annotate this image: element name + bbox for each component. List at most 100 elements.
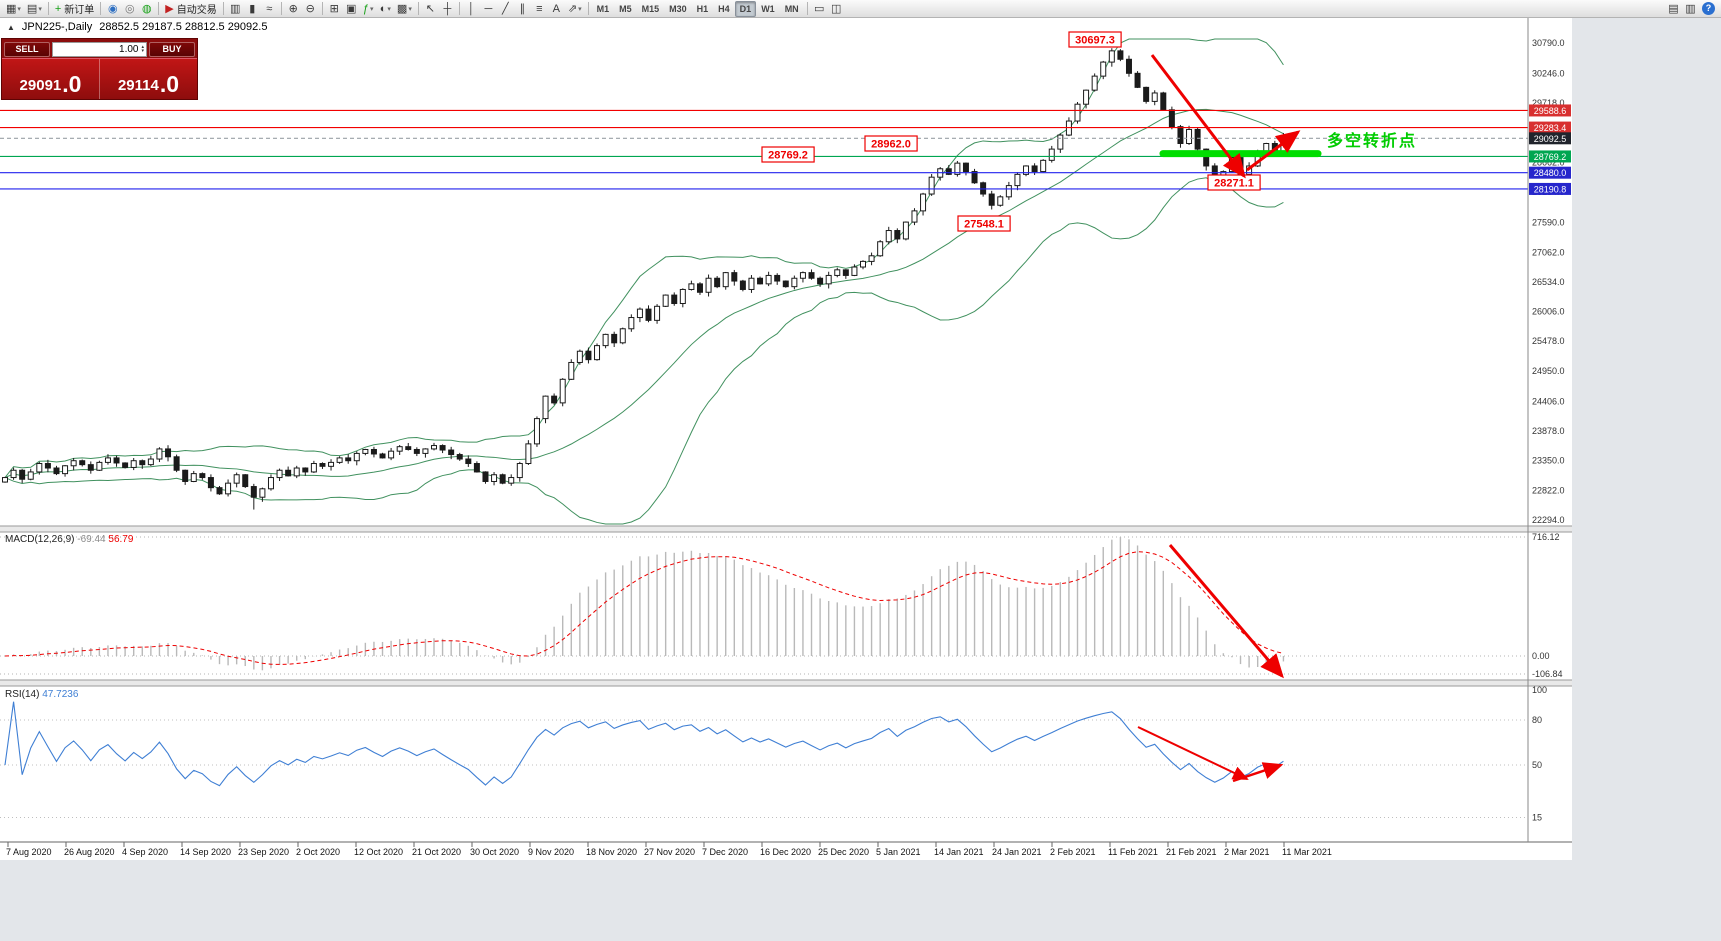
toolbar-separator — [280, 2, 282, 15]
templates-button[interactable]: ▩ ▾ — [394, 1, 415, 17]
lot-spinner[interactable]: ▴ ▾ — [141, 44, 144, 54]
price-axis-tick: 23878.0 — [1532, 426, 1565, 436]
timeframe-w1-button[interactable]: W1 — [761, 3, 775, 14]
price-badge-label: 29283.4 — [1534, 123, 1567, 133]
sell-button[interactable]: SELL — [4, 41, 50, 57]
macd-axis-tick: 0.00 — [1532, 651, 1550, 661]
price-callout[interactable]: 30697.3 — [1068, 31, 1122, 48]
arrows-button[interactable]: ⇗ ▾ — [565, 1, 585, 17]
autotrading-button[interactable]: ▶ 自动交易 — [162, 1, 219, 17]
crosshair-button[interactable]: ┼ — [439, 1, 456, 17]
fibonacci-button[interactable]: ≡ — [531, 1, 548, 17]
timeframe-m1-button[interactable]: M1 — [596, 3, 610, 14]
text-button[interactable]: A — [548, 1, 565, 17]
layout-button[interactable]: ▤ — [1665, 1, 1682, 17]
collapse-arrow-icon[interactable]: ▲ — [7, 22, 15, 32]
lot-size-input[interactable]: 1.00 ▴ ▾ — [52, 41, 147, 57]
price-badge-label: 28190.8 — [1534, 184, 1567, 194]
rsi-axis-tick: 15 — [1532, 813, 1542, 823]
indicators-icon: ƒ — [362, 2, 370, 15]
buy-price[interactable]: 29114.0 — [117, 71, 180, 97]
chart-window-button[interactable]: ▭ — [811, 1, 828, 17]
timeframe-h1-button[interactable]: H1 — [696, 3, 709, 14]
chart-canvas[interactable]: 30790.030246.029718.029190.028662.028134… — [0, 18, 1572, 860]
dropdown-arrow-icon: ▾ — [387, 5, 391, 13]
price-axis-tick: 27062.0 — [1532, 247, 1565, 257]
line-chart-icon: ≈ — [266, 2, 273, 15]
price-callout[interactable]: 28769.2 — [761, 146, 815, 163]
price-badge — [1529, 104, 1571, 117]
dropdown-arrow-icon: ▾ — [370, 5, 374, 13]
time-axis-label: 18 Nov 2020 — [586, 847, 637, 857]
periods-button[interactable]: ◐ ▾ — [377, 1, 394, 17]
price-axis-tick: 23350.0 — [1532, 456, 1565, 466]
candlestick-layer — [2, 48, 1287, 510]
tile-windows-button[interactable]: ⊞ — [326, 1, 343, 17]
time-axis-label: 26 Aug 2020 — [64, 847, 115, 857]
data-window-button[interactable]: ◎ — [121, 1, 138, 17]
macd-axis-tick: -106.84 — [1532, 669, 1563, 679]
toolbar-separator — [458, 2, 460, 15]
panel-splitter[interactable] — [0, 680, 1572, 686]
price-callout[interactable]: 27548.1 — [957, 215, 1011, 232]
buy-button[interactable]: BUY — [149, 41, 195, 57]
line-chart-button[interactable]: ≈ — [261, 1, 278, 17]
rsi-axis-tick: 100 — [1532, 685, 1547, 695]
trend-arrow[interactable] — [1150, 54, 1246, 179]
panel-splitter[interactable] — [0, 526, 1572, 532]
autotrading-label: 自动交易 — [176, 5, 217, 16]
trend-arrow[interactable] — [1232, 762, 1284, 783]
chart-symbol-title: ▲ JPN225-,Daily 28852.5 29187.5 28812.5 … — [7, 21, 267, 33]
help-button[interactable]: ? — [1699, 1, 1718, 17]
profiles-button[interactable]: ▤ ▾ — [24, 1, 45, 17]
timeframe-m30-button[interactable]: M30 — [669, 3, 687, 14]
sell-price[interactable]: 29091.0 — [19, 71, 82, 97]
price-callout[interactable]: 28271.1 — [1207, 174, 1261, 191]
market-watch-button[interactable]: ◉ — [104, 1, 121, 17]
timeframe-h4-button[interactable]: H4 — [718, 3, 730, 14]
candlestick-chart-button[interactable]: ▮ — [244, 1, 261, 17]
timeframe-m15-button[interactable]: M15 — [641, 3, 660, 14]
chart-window[interactable]: 30790.030246.029718.029190.028662.028134… — [0, 18, 1572, 860]
vertical-line-button[interactable]: │ — [463, 1, 480, 17]
docking-button[interactable]: ◫ — [828, 1, 845, 17]
trend-arrow[interactable] — [1168, 544, 1284, 679]
navigator-button[interactable]: ◍ — [138, 1, 155, 17]
equidistant-channel-button[interactable]: ∥ — [514, 1, 531, 17]
price-axis-tick: 30246.0 — [1532, 69, 1565, 79]
templates-icon: ▩ — [396, 2, 408, 15]
new-order-button[interactable]: + 新订单 — [52, 1, 97, 17]
timeframe-m5-button[interactable]: M5 — [619, 3, 632, 14]
price-callout[interactable]: 28962.0 — [864, 135, 918, 152]
zoom-out-icon: ⊖ — [305, 2, 315, 15]
trend-arrow[interactable] — [1137, 726, 1249, 780]
auto-arrange-button[interactable]: ▣ — [343, 1, 360, 17]
bar-chart-button[interactable]: ▥ — [227, 1, 244, 17]
time-axis-label: 12 Oct 2020 — [354, 847, 403, 857]
lot-down-icon[interactable]: ▾ — [141, 48, 144, 54]
svg-text:30697.3: 30697.3 — [1075, 35, 1115, 47]
new-chart-button[interactable]: ▦ ▾ — [3, 1, 24, 17]
macd-histogram — [12, 537, 1285, 671]
dropdown-arrow-icon: ▾ — [408, 5, 412, 13]
panels-button[interactable]: ▥ — [1682, 1, 1699, 17]
trade-controls-row: SELL 1.00 ▴ ▾ BUY — [2, 39, 197, 58]
price-axis-tick: 25478.0 — [1532, 336, 1565, 346]
zoom-in-button[interactable]: ⊕ — [285, 1, 302, 17]
trendline-button[interactable]: ╱ — [497, 1, 514, 17]
trend-arrow[interactable] — [1246, 130, 1301, 172]
zoom-out-button[interactable]: ⊖ — [302, 1, 319, 17]
annotation-text[interactable]: 多空转折点 — [1327, 131, 1417, 150]
time-axis-label: 30 Oct 2020 — [470, 847, 519, 857]
cursor-button[interactable]: ↖ — [422, 1, 439, 17]
zoom-in-icon: ⊕ — [288, 2, 298, 15]
lot-up-icon[interactable]: ▴ — [141, 44, 144, 50]
auto-arrange-icon: ▣ — [346, 2, 357, 15]
fibonacci-icon: ≡ — [536, 2, 543, 15]
price-axis-tick: 30790.0 — [1532, 38, 1565, 48]
main-toolbar: ▦ ▾ ▤ ▾ + 新订单 ◉ ◎ ◍ ▶ 自动交易 ▥ ▮ ≈ ⊕ ⊖ ⊞ ▣ ƒ ▾ ◐ ▾ ▩ ▾ ↖ ┼ │ ─ ╱ ∥ ≡ A ⇗ ▾ M… — [0, 0, 1721, 18]
timeframe-d1-button[interactable]: D1 — [734, 0, 757, 17]
horizontal-line-button[interactable]: ─ — [480, 1, 497, 17]
timeframe-mn-button[interactable]: MN — [784, 3, 799, 14]
indicators-button[interactable]: ƒ ▾ — [360, 1, 377, 17]
